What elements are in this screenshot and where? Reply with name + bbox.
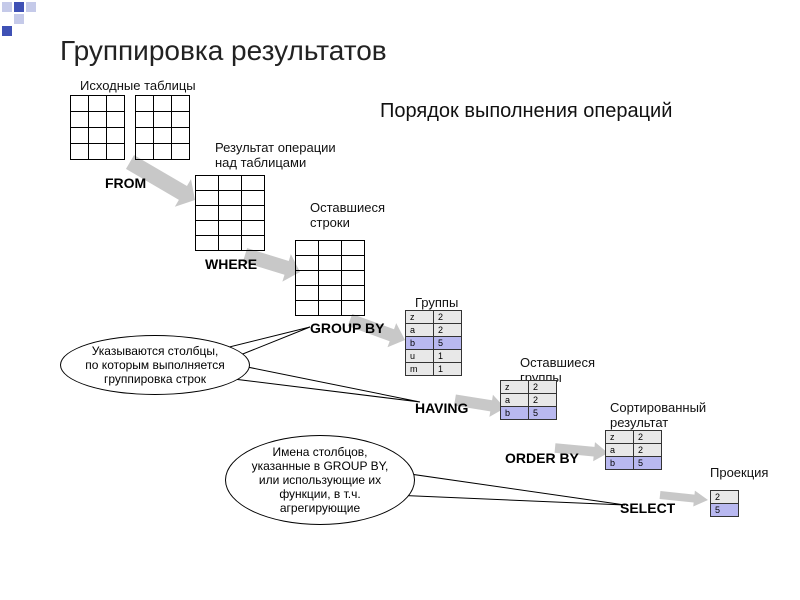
label-source_tables: Исходные таблицы [80,78,196,93]
op-select: SELECT [620,500,675,516]
op-from: FROM [105,175,146,191]
data-table-groups: z2a2b5u1m1 [405,310,462,376]
label-groups: Группы [415,295,458,310]
empty-table-2 [195,175,265,251]
data-table-sorted: z2a2b5 [605,430,662,470]
data-table-projection: 25 [710,490,739,517]
op-group_by: GROUP BY [310,320,384,336]
label-sorted_result: Сортированный результат [610,400,706,430]
empty-table-0 [70,95,125,160]
label-result_op: Результат операции над таблицами [215,140,336,170]
callout-callout1: Указываются столбцы, по которым выполняе… [60,335,250,395]
op-where: WHERE [205,256,257,272]
page-title: Группировка результатов [60,35,387,67]
label-remaining_rows: Оставшиеся строки [310,200,385,230]
op-having: HAVING [415,400,468,416]
page-subtitle: Порядок выполнения операций [380,100,672,123]
op-order_by: ORDER BY [505,450,579,466]
data-table-remaining: z2a2b5 [500,380,557,420]
callout-callout2: Имена столбцов, указанные в GROUP BY, ил… [225,435,415,525]
empty-table-3 [295,240,365,316]
label-projection: Проекция [710,465,768,480]
empty-table-1 [135,95,190,160]
